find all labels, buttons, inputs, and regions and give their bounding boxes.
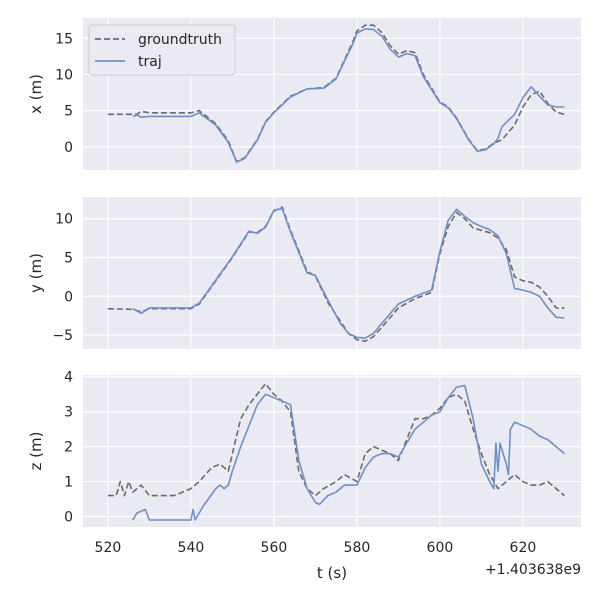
legend-label-traj: traj (138, 54, 162, 70)
y-tick-label: 3 (64, 405, 73, 421)
y-tick-label: 10 (55, 67, 73, 83)
chart-panels: 0 5 10 15 x (m) −5 0 5 10 y (m) 0 1 2 3 4 z (m) 520 540 56… (27, 18, 581, 556)
series-traj-y (132, 207, 565, 339)
y-tick-label: 2 (64, 440, 73, 456)
x-tick-label: 600 (427, 540, 454, 556)
plot-area-y (83, 197, 581, 349)
panel-y: −5 0 5 10 y (m) (27, 197, 581, 349)
y-axis-label-x: x (m) (27, 74, 45, 114)
legend-label-groundtruth: groundtruth (138, 32, 222, 48)
y-tick-label: 15 (55, 31, 73, 47)
panel-x: 0 5 10 15 x (m) (27, 18, 581, 170)
series-groundtruth-z (107, 382, 565, 497)
legend-box (88, 24, 236, 76)
legend: groundtruth traj (88, 24, 236, 76)
x-tick-label: 620 (510, 540, 537, 556)
y-tick-label: −5 (52, 328, 73, 344)
series-traj-z (132, 384, 565, 521)
x-offset-label: +1.403638e9 (485, 562, 581, 578)
y-tick-label: 5 (64, 104, 73, 120)
x-tick-label: 540 (178, 540, 205, 556)
y-tick-label: 1 (64, 475, 73, 491)
y-tick-label: 5 (64, 250, 73, 266)
plot-area-z (83, 375, 581, 527)
series-groundtruth-x (107, 24, 565, 163)
panel-z: 0 1 2 3 4 z (m) (27, 370, 581, 527)
series-traj-x (132, 28, 565, 163)
x-tick-label: 520 (95, 540, 122, 556)
y-axis-label-y: y (m) (27, 253, 45, 293)
x-tick-label: 560 (261, 540, 288, 556)
x-axis-label: t (s) (317, 564, 347, 582)
y-tick-label: 4 (64, 370, 73, 386)
y-tick-label: 0 (64, 140, 73, 156)
y-tick-label: 10 (55, 212, 73, 228)
y-tick-label: 0 (64, 510, 73, 526)
y-tick-label: 0 (64, 289, 73, 305)
x-tick-label: 580 (344, 540, 371, 556)
y-axis-label-z: z (m) (27, 432, 45, 471)
